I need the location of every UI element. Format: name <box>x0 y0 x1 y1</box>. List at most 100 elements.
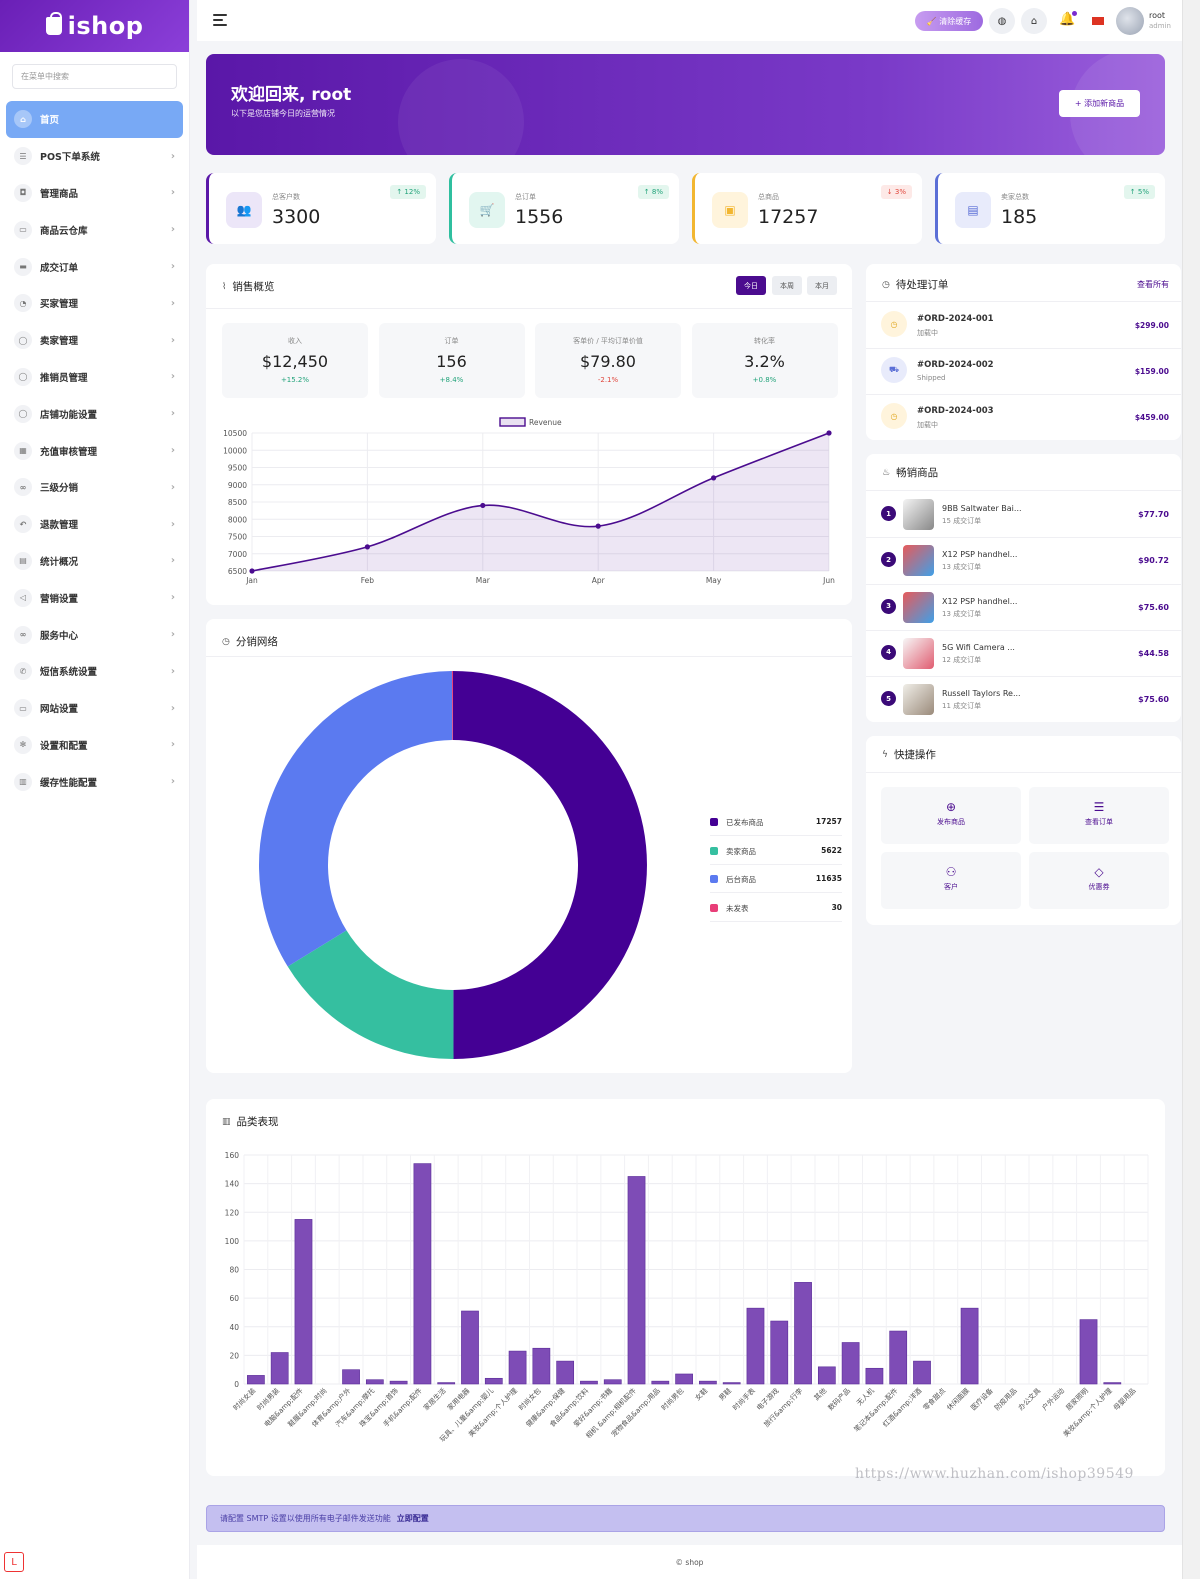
list-icon: ☰ <box>1093 800 1105 814</box>
topbar: 🧹 清除缓存 ◍ ⌂ 🔔 root admin <box>197 0 1182 41</box>
order-price: $459.00 <box>1134 413 1169 422</box>
sidebar-item-13[interactable]: ◁ 营销设置 › <box>0 579 189 616</box>
y-tick-label: 9000 <box>228 481 247 490</box>
quick-action-button[interactable]: ☰ 查看订单 <box>1029 787 1169 844</box>
tab-month[interactable]: 本月 <box>807 276 837 295</box>
kpi-label: 客单价 / 平均订单价值 <box>573 337 643 345</box>
stat-change-badge: ↓ 3% <box>880 185 912 199</box>
legend-value: 17257 <box>815 817 842 826</box>
sidebar-item-14[interactable]: ∞ 服务中心 › <box>0 616 189 653</box>
sidebar-item-9[interactable]: ▦ 充值审核管理 › <box>0 432 189 469</box>
sidebar-item-label: 管理商品 <box>40 188 79 200</box>
chevron-right-icon: › <box>170 224 175 236</box>
sidebar-item-2[interactable]: ◘ 管理商品 › <box>0 175 189 212</box>
clear-cache-button[interactable]: 🧹 清除缓存 <box>915 11 983 31</box>
view-all-link[interactable]: 查看所有 <box>1137 280 1169 289</box>
sidebar-item-label: 商品云仓库 <box>40 225 88 237</box>
x-tick-label: 办公文具 <box>1016 1386 1042 1412</box>
language-globe-icon[interactable]: ◍ <box>989 8 1015 34</box>
revenue-point <box>711 475 717 481</box>
fire-icon: ♨ <box>882 467 891 478</box>
category-bar <box>508 1350 527 1385</box>
sidebar-item-4[interactable]: ▬ 成交订单 › <box>0 248 189 285</box>
kpi-tile: 客单价 / 平均订单价值 $79.80 -2.1% <box>535 323 681 398</box>
sidebar-item-15[interactable]: ✆ 短信系统设置 › <box>0 653 189 690</box>
sidebar-item-6[interactable]: ◯ 卖家管理 › <box>0 322 189 359</box>
user-add-icon: ⚇ <box>945 865 957 879</box>
box-icon: ▣ <box>712 192 748 228</box>
notification-bell-icon[interactable]: 🔔 <box>1059 11 1078 27</box>
sidebar-item-17[interactable]: ✻ 设置和配置 › <box>0 727 189 764</box>
product-rank: 1 <box>881 506 896 521</box>
sidebar-item-7[interactable]: ◯ 推销员管理 › <box>0 359 189 396</box>
category-bar <box>484 1377 503 1385</box>
legend-value: 5622 <box>821 845 842 855</box>
quick-action-button[interactable]: ⚇ 客户 <box>881 852 1021 909</box>
donut-slice <box>259 671 453 967</box>
product-row[interactable]: 3 X12 PSP handhel... 13 成交订单 $75.60 <box>866 583 1181 630</box>
sidebar-item-18[interactable]: ▥ 缓存性能配置 › <box>0 763 189 800</box>
y-tick-label: 10500 <box>223 429 247 438</box>
chevron-right-icon: › <box>170 555 175 567</box>
sidebar-item-10[interactable]: ∞ 三级分销 › <box>0 469 189 506</box>
store-icon[interactable]: ⌂ <box>1021 8 1047 34</box>
sidebar-item-12[interactable]: ▤ 统计概况 › <box>0 543 189 580</box>
sidebar-item-3[interactable]: ▭ 商品云仓库 › <box>0 211 189 248</box>
sidebar-item-16[interactable]: ▭ 网站设置 › <box>0 690 189 727</box>
legend-item: 未发表 30 <box>710 894 842 922</box>
sidebar-item-8[interactable]: ◯ 店铺功能设置 › <box>0 395 189 432</box>
product-name: X12 PSP handhel... <box>942 596 1018 606</box>
tab-week[interactable]: 本周 <box>772 276 802 295</box>
chevron-right-icon: › <box>170 445 175 457</box>
sidebar-item-label: 退款管理 <box>40 520 79 532</box>
pending-order-row[interactable]: ◷ #ORD-2024-001 加载中 $299.00 <box>866 302 1181 348</box>
welcome-title: 欢迎回来, root <box>231 85 352 105</box>
category-bar <box>841 1342 860 1385</box>
x-tick-label: 笔记本&amp;配件 <box>852 1386 900 1434</box>
x-tick-label: 时尚手表 <box>731 1386 757 1412</box>
revenue-point <box>364 544 370 550</box>
stat-value: 1556 <box>515 206 564 228</box>
kpi-change: -2.1% <box>597 376 619 384</box>
kpi-label: 转化率 <box>754 337 775 345</box>
legend-dot <box>710 818 718 826</box>
product-row[interactable]: 5 Russell Taylors Re... 11 成交订单 $75.60 <box>866 676 1181 722</box>
welcome-banner: 欢迎回来, root 以下是您店铺今日的运营情况 + 添加新商品 <box>206 54 1165 155</box>
category-bar <box>1103 1382 1122 1385</box>
sidebar-item-0[interactable]: ⌂ 首页 <box>6 101 183 138</box>
sales-overview-card: ⌇ 销售概览 今日 本周 本月 6500 7000 7500 8000 8500 9000 9… <box>206 264 852 605</box>
pending-order-row[interactable]: ◷ #ORD-2024-003 加载中 $459.00 <box>866 394 1181 440</box>
scrollbar[interactable] <box>1182 0 1200 1579</box>
user-name[interactable]: root <box>1149 11 1166 20</box>
product-row[interactable]: 1 9BB Saltwater Bai... 15 成交订单 $77.70 <box>866 491 1181 537</box>
brand-logo[interactable]: ishop <box>0 0 189 52</box>
smtp-alert: 请配置 SMTP 设置以使用所有电子邮件发送功能 立即配置 <box>206 1505 1165 1532</box>
tab-today[interactable]: 今日 <box>736 276 766 295</box>
quick-action-button[interactable]: ◇ 优惠券 <box>1029 852 1169 909</box>
product-row[interactable]: 4 5G Wifi Camera ... 12 成交订单 $44.58 <box>866 629 1181 676</box>
y-tick-label: 60 <box>229 1294 239 1303</box>
sidebar-item-11[interactable]: ↶ 退款管理 › <box>0 506 189 543</box>
menu-search-input[interactable]: 在菜单中搜索 <box>12 64 177 89</box>
product-row[interactable]: 2 X12 PSP handhel... 13 成交订单 $90.72 <box>866 537 1181 583</box>
order-id: #ORD-2024-001 <box>917 314 994 324</box>
cart-icon: 🛒 <box>469 192 505 228</box>
quick-action-label: 客户 <box>944 883 958 891</box>
sidebar-item-5[interactable]: ◔ 买家管理 › <box>0 285 189 322</box>
category-bar <box>651 1380 670 1385</box>
quick-action-button[interactable]: ⊕ 发布商品 <box>881 787 1021 844</box>
add-product-button[interactable]: + 添加新商品 <box>1059 90 1140 117</box>
donut-slice <box>453 671 647 1059</box>
category-bar <box>294 1219 313 1385</box>
y-tick-label: 0 <box>234 1380 239 1389</box>
pending-order-row[interactable]: ⛟ #ORD-2024-002 Shipped $159.00 <box>866 348 1181 394</box>
menu-toggle-icon[interactable] <box>213 14 227 29</box>
avatar[interactable] <box>1116 7 1144 35</box>
file-icon: ▤ <box>14 551 32 570</box>
configure-now-link[interactable]: 立即配置 <box>396 1514 429 1523</box>
china-flag-icon[interactable] <box>1092 17 1104 25</box>
sidebar-item-1[interactable]: ☰ POS下单系统 › <box>0 138 189 175</box>
order-id: #ORD-2024-002 <box>917 360 994 370</box>
order-price: $299.00 <box>1134 321 1169 330</box>
revenue-point <box>480 502 486 509</box>
